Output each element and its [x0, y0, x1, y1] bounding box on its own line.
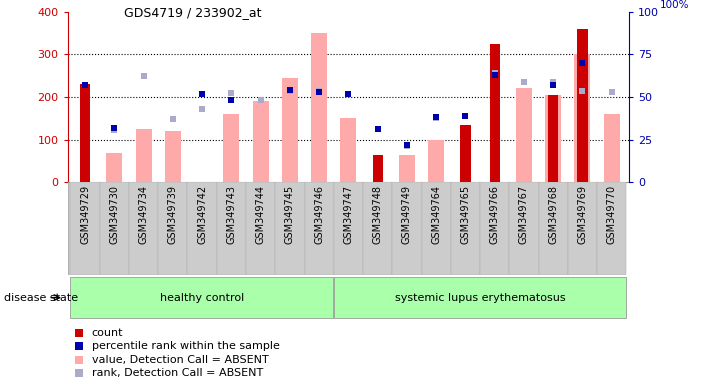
Bar: [70, 182, 100, 275]
Bar: [597, 182, 626, 275]
Bar: [460, 125, 471, 182]
Text: GSM349743: GSM349743: [226, 185, 236, 244]
Bar: [165, 131, 181, 182]
Bar: [516, 88, 532, 182]
Text: rank, Detection Call = ABSENT: rank, Detection Call = ABSENT: [92, 368, 263, 378]
Bar: [363, 182, 392, 275]
Bar: [341, 118, 356, 182]
Text: systemic lupus erythematosus: systemic lupus erythematosus: [395, 293, 565, 303]
Bar: [107, 153, 122, 182]
Text: GSM349769: GSM349769: [577, 185, 587, 244]
Bar: [100, 182, 129, 275]
Text: GSM349748: GSM349748: [373, 185, 383, 244]
Bar: [70, 277, 333, 318]
Bar: [509, 182, 538, 275]
Bar: [568, 182, 597, 275]
Text: GSM349749: GSM349749: [402, 185, 412, 244]
Bar: [422, 182, 451, 275]
Text: GSM349766: GSM349766: [490, 185, 500, 244]
Text: GSM349764: GSM349764: [431, 185, 441, 244]
Bar: [604, 114, 620, 182]
Bar: [304, 182, 333, 275]
Text: GSM349768: GSM349768: [548, 185, 558, 244]
Text: count: count: [92, 328, 123, 338]
Bar: [275, 182, 304, 275]
Text: disease state: disease state: [4, 293, 77, 303]
Text: GSM349730: GSM349730: [109, 185, 119, 244]
Bar: [548, 95, 558, 182]
Bar: [373, 155, 383, 182]
Text: GSM349739: GSM349739: [168, 185, 178, 244]
Bar: [246, 182, 275, 275]
Bar: [399, 156, 415, 182]
Bar: [252, 101, 269, 182]
Bar: [334, 277, 626, 318]
Bar: [217, 182, 246, 275]
Text: GSM349742: GSM349742: [197, 185, 207, 244]
Bar: [129, 182, 159, 275]
Text: GSM349765: GSM349765: [461, 185, 471, 244]
Bar: [480, 182, 509, 275]
Text: GSM349747: GSM349747: [343, 185, 353, 244]
Text: GSM349729: GSM349729: [80, 185, 90, 244]
Text: GSM349770: GSM349770: [606, 185, 616, 244]
Text: GSM349744: GSM349744: [256, 185, 266, 244]
Bar: [392, 182, 422, 275]
Bar: [538, 182, 568, 275]
Bar: [223, 114, 240, 182]
Bar: [282, 78, 298, 182]
Text: GSM349767: GSM349767: [519, 185, 529, 244]
Text: percentile rank within the sample: percentile rank within the sample: [92, 341, 279, 351]
Bar: [159, 182, 188, 275]
Bar: [333, 182, 363, 275]
Bar: [136, 129, 151, 182]
Bar: [574, 54, 590, 182]
Bar: [545, 95, 561, 182]
Text: GDS4719 / 233902_at: GDS4719 / 233902_at: [124, 6, 262, 19]
Bar: [490, 43, 500, 182]
Text: GSM349734: GSM349734: [139, 185, 149, 244]
Text: value, Detection Call = ABSENT: value, Detection Call = ABSENT: [92, 355, 269, 365]
Text: GSM349746: GSM349746: [314, 185, 324, 244]
Bar: [188, 182, 217, 275]
Text: 100%: 100%: [660, 0, 690, 10]
Bar: [428, 140, 444, 182]
Text: healthy control: healthy control: [160, 293, 245, 303]
Bar: [577, 28, 587, 182]
Text: GSM349745: GSM349745: [285, 185, 295, 244]
Bar: [80, 84, 90, 182]
Bar: [451, 182, 480, 275]
Bar: [311, 33, 327, 182]
